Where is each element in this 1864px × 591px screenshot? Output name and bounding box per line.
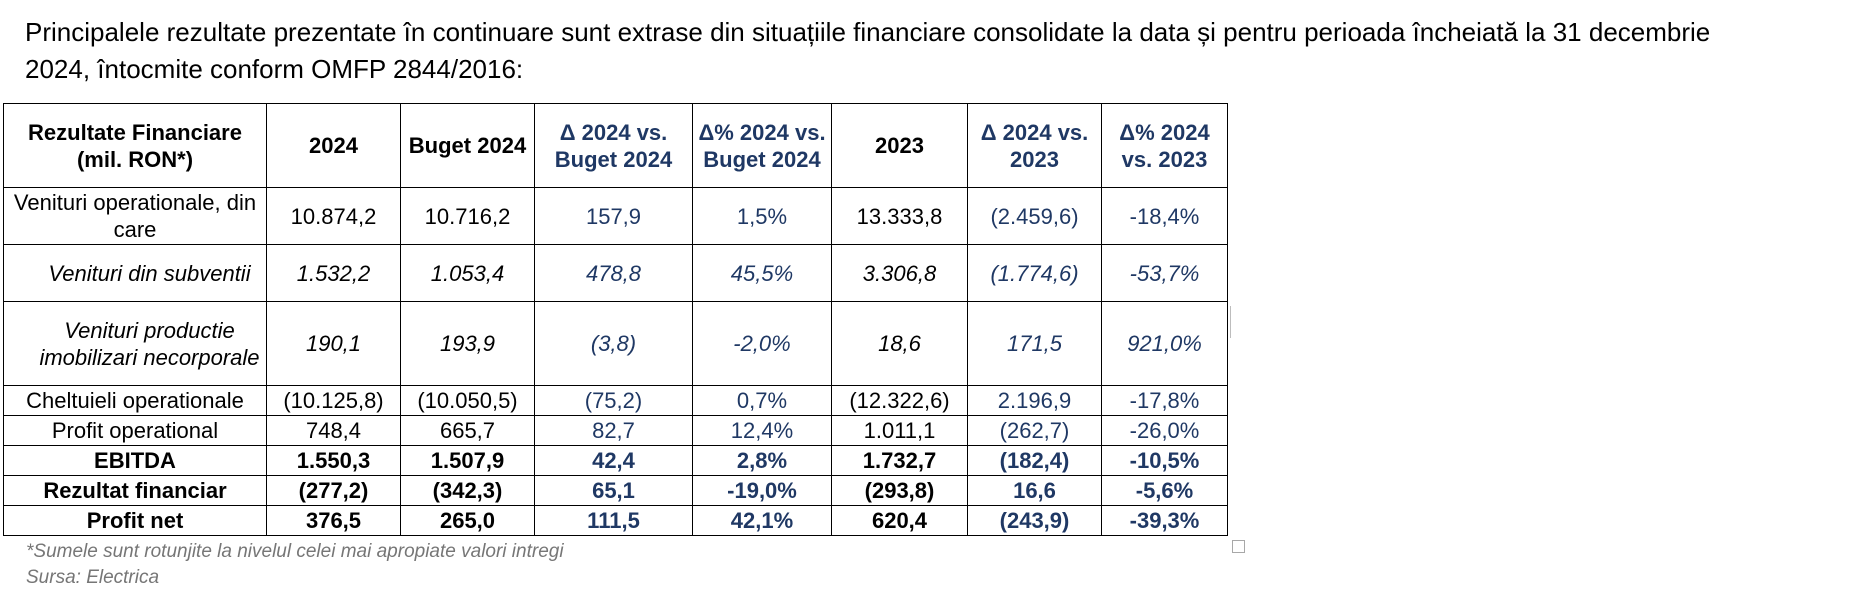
table-cell: -19,0%: [692, 475, 832, 506]
table-cell: (277,2): [266, 475, 401, 506]
table-cell: (1.774,6): [967, 244, 1102, 302]
table-cell: 42,1%: [692, 505, 832, 536]
table-cell: 45,5%: [692, 244, 832, 302]
row-label: Venituri operationale, din care: [3, 187, 267, 245]
table-cell: 1.732,7: [831, 445, 968, 476]
header-row: Rezultate Financiare (mil. RON*) 2024 Bu…: [3, 103, 1228, 188]
table-cell: 2.196,9: [967, 385, 1102, 416]
table-cell: -39,3%: [1101, 505, 1228, 536]
table-cell: 171,5: [967, 301, 1102, 386]
table-cell: (243,9): [967, 505, 1102, 536]
table-cell: -2,0%: [692, 301, 832, 386]
table-cell: 190,1: [266, 301, 401, 386]
table-row: Profit net 376,5 265,0 111,5 42,1% 620,4…: [3, 505, 1228, 536]
row-label: Venituri productie imobilizari necorpora…: [3, 301, 267, 386]
table-cell: (2.459,6): [967, 187, 1102, 245]
header-cell: Buget 2024: [400, 103, 535, 188]
table-cell: 42,4: [534, 445, 693, 476]
table-cell: 376,5: [266, 505, 401, 536]
table-cell: (12.322,6): [831, 385, 968, 416]
financial-results-table: Rezultate Financiare (mil. RON*) 2024 Bu…: [3, 103, 1228, 536]
table-cell: -53,7%: [1101, 244, 1228, 302]
header-cell: 2023: [831, 103, 968, 188]
table-cell: 1.550,3: [266, 445, 401, 476]
table-row: EBITDA 1.550,3 1.507,9 42,4 2,8% 1.732,7…: [3, 445, 1228, 476]
table-cell: 10.874,2: [266, 187, 401, 245]
table-cell: 665,7: [400, 415, 535, 446]
table-cell: (75,2): [534, 385, 693, 416]
table-cell: 82,7: [534, 415, 693, 446]
table-cell: -18,4%: [1101, 187, 1228, 245]
table-cell: (342,3): [400, 475, 535, 506]
table-row: Profit operational 748,4 665,7 82,7 12,4…: [3, 415, 1228, 446]
table-cell: -10,5%: [1101, 445, 1228, 476]
table-resize-handle-corner[interactable]: [1232, 540, 1245, 553]
row-label: Venituri din subventii: [3, 244, 267, 302]
header-cell: Δ 2024 vs. 2023: [967, 103, 1102, 188]
table-cell: 1.532,2: [266, 244, 401, 302]
table-cell: 12,4%: [692, 415, 832, 446]
row-label: EBITDA: [3, 445, 267, 476]
table-cell: 18,6: [831, 301, 968, 386]
table-row: Cheltuieli operationale (10.125,8) (10.0…: [3, 385, 1228, 416]
header-cell: Δ% 2024 vs. 2023: [1101, 103, 1228, 188]
table-row: Rezultat financiar (277,2) (342,3) 65,1 …: [3, 475, 1228, 506]
table-cell: (3,8): [534, 301, 693, 386]
table-cell: 157,9: [534, 187, 693, 245]
table-cell: -17,8%: [1101, 385, 1228, 416]
table-cell: (293,8): [831, 475, 968, 506]
table-cell: 265,0: [400, 505, 535, 536]
table-cell: 0,7%: [692, 385, 832, 416]
table-cell: -26,0%: [1101, 415, 1228, 446]
header-cell: 2024: [266, 103, 401, 188]
header-cell: Δ 2024 vs. Buget 2024: [534, 103, 693, 188]
row-label: Rezultat financiar: [3, 475, 267, 506]
table-cell: 1.053,4: [400, 244, 535, 302]
table-cell: (10.125,8): [266, 385, 401, 416]
table-row: Venituri productie imobilizari necorpora…: [3, 301, 1228, 386]
table-notes: *Sumele sunt rotunjite la nivelul celei …: [26, 539, 564, 591]
table-cell: 2,8%: [692, 445, 832, 476]
rounding-footnote: *Sumele sunt rotunjite la nivelul celei …: [26, 541, 564, 562]
row-label: Profit net: [3, 505, 267, 536]
table-cell: 3.306,8: [831, 244, 968, 302]
intro-paragraph: Principalele rezultate prezentate în con…: [25, 14, 1864, 88]
table-cell: 193,9: [400, 301, 535, 386]
table-cell: 620,4: [831, 505, 968, 536]
table-cell: 478,8: [534, 244, 693, 302]
intro-line-2: 2024, întocmite conform OMFP 2844/2016:: [25, 54, 524, 84]
table-cell: 10.716,2: [400, 187, 535, 245]
table-cell: 16,6: [967, 475, 1102, 506]
header-cell: Rezultate Financiare (mil. RON*): [3, 103, 267, 188]
intro-line-1: Principalele rezultate prezentate în con…: [25, 17, 1711, 47]
table-cell: 13.333,8: [831, 187, 968, 245]
header-cell: Δ% 2024 vs. Buget 2024: [692, 103, 832, 188]
table-cell: 1.011,1: [831, 415, 968, 446]
table-resize-handle-right[interactable]: [1230, 306, 1231, 338]
row-label: Cheltuieli operationale: [3, 385, 267, 416]
table-cell: -5,6%: [1101, 475, 1228, 506]
table-cell: 921,0%: [1101, 301, 1228, 386]
row-label: Profit operational: [3, 415, 267, 446]
table-cell: 65,1: [534, 475, 693, 506]
table-row: Venituri din subventii 1.532,2 1.053,4 4…: [3, 244, 1228, 302]
source-note: Sursa: Electrica: [26, 567, 160, 588]
table-cell: 1,5%: [692, 187, 832, 245]
table-cell: (182,4): [967, 445, 1102, 476]
table-cell: (10.050,5): [400, 385, 535, 416]
table-cell: 1.507,9: [400, 445, 535, 476]
table-cell: 111,5: [534, 505, 693, 536]
table-cell: (262,7): [967, 415, 1102, 446]
table-row: Venituri operationale, din care 10.874,2…: [3, 187, 1228, 245]
table-cell: 748,4: [266, 415, 401, 446]
